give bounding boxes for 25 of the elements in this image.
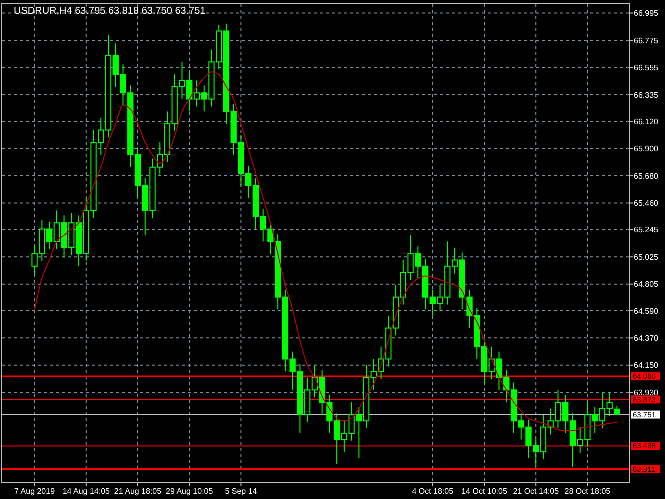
y-tick-label: 64.150 bbox=[634, 361, 660, 370]
x-tick-label: 14 Aug 14:05 bbox=[62, 487, 111, 496]
x-tick-label: 29 Aug 10:05 bbox=[166, 487, 214, 496]
x-tick-label: 21 Oct 14:05 bbox=[513, 487, 560, 496]
y-tick-label: 66.775 bbox=[634, 36, 660, 46]
x-tick-label: 5 Sep 14 bbox=[225, 487, 258, 496]
y-tick-label: 65.680 bbox=[634, 172, 660, 181]
y-tick-label: 64.590 bbox=[634, 306, 660, 316]
y-tick-label: 65.460 bbox=[634, 199, 660, 208]
y-tick-label: 65.025 bbox=[634, 252, 660, 262]
x-tick-label: 14 Oct 10:05 bbox=[462, 487, 508, 496]
y-tick-label: 65.245 bbox=[634, 226, 660, 235]
y-tick-label: 66.995 bbox=[634, 9, 660, 18]
y-tick-label: 65.900 bbox=[634, 144, 660, 154]
y-tick-label: 64.805 bbox=[634, 280, 660, 290]
x-tick-label: 21 Aug 18:05 bbox=[114, 487, 162, 496]
chart-title: USDRUR,H4 63.795 63.818 63.750 63.751 bbox=[14, 6, 206, 17]
y-tick-label: 66.555 bbox=[634, 64, 660, 73]
y-tick-label: 63.930 bbox=[634, 388, 660, 398]
x-tick-label: 7 Aug 2019 bbox=[14, 487, 56, 496]
y-tick-label: 64.370 bbox=[634, 334, 660, 343]
y-tick-label: 66.120 bbox=[634, 117, 660, 126]
y-tick-label: 66.335 bbox=[634, 90, 660, 100]
x-tick-label: 4 Oct 18:05 bbox=[412, 487, 454, 496]
x-tick-label: 28 Oct 18:05 bbox=[564, 487, 612, 496]
